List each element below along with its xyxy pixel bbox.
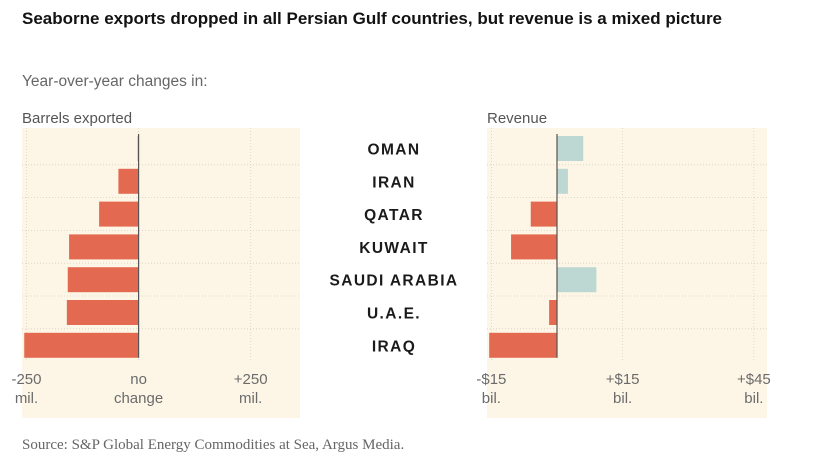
country-label: IRAN (372, 174, 416, 191)
barrels-tick-label: no (130, 371, 147, 388)
revenue-panel-label: Revenue (487, 110, 548, 127)
barrels-tick-unit: mil. (239, 390, 262, 407)
revenue-bar-qatar (530, 201, 557, 227)
barrels-tick-unit: mil. (15, 390, 38, 407)
revenue-bar-iraq (489, 332, 557, 358)
barrels-bar-kuwait (69, 234, 139, 260)
country-label: U.A.E. (367, 306, 421, 323)
revenue-tick-unit: bil. (613, 390, 632, 407)
revenue-tick-unit: bil. (482, 390, 501, 407)
country-label: SAUDI ARABIA (329, 273, 458, 290)
barrels-tick-unit: change (114, 390, 163, 407)
barrels-bar-iraq (24, 332, 139, 358)
revenue-bar-saudi-arabia (557, 267, 597, 293)
revenue-bar-u-a-e (549, 300, 557, 325)
barrels-bar-u-a-e (66, 300, 139, 325)
barrels-tick-label: +250 (234, 371, 268, 388)
country-label: KUWAIT (359, 240, 429, 257)
revenue-tick-label: +$15 (606, 371, 640, 388)
revenue-bar-oman (557, 136, 584, 161)
country-label: QATAR (364, 207, 424, 224)
barrels-panel-label: Barrels exported (22, 110, 133, 127)
revenue-bar-iran (557, 168, 568, 194)
country-label: IRAQ (372, 338, 416, 355)
revenue-tick-unit: bil. (744, 390, 763, 407)
revenue-tick-label: -$15 (476, 371, 506, 388)
chart-title: Seaborne exports dropped in all Persian … (22, 9, 723, 28)
barrels-bar-iran (118, 168, 139, 194)
revenue-panel-background (487, 128, 767, 418)
revenue-tick-label: +$45 (737, 371, 771, 388)
source-note: Source: S&P Global Energy Commodities at… (22, 437, 405, 453)
barrels-bar-saudi-arabia (67, 267, 139, 293)
chart-subtitle: Year-over-year changes in: (22, 73, 208, 90)
revenue-bar-kuwait (511, 234, 557, 260)
country-label: OMAN (368, 142, 421, 159)
barrels-bar-qatar (99, 201, 139, 227)
barrels-tick-label: -250 (11, 371, 41, 388)
